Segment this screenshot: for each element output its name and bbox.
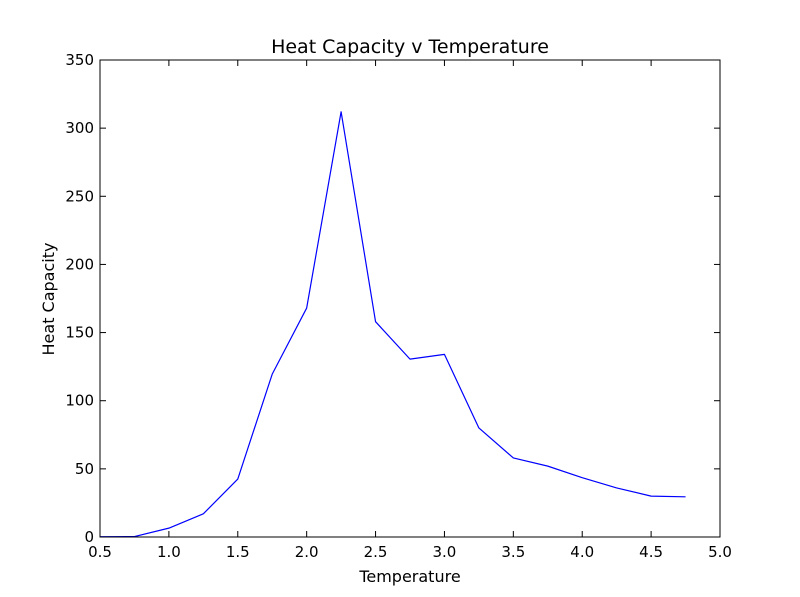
y-axis-title: Heat Capacity — [39, 243, 58, 356]
x-tick-label: 0.5 — [88, 543, 112, 561]
x-tick-label: 3.5 — [501, 543, 525, 561]
x-tick-label: 1.0 — [157, 543, 181, 561]
plot-area: 0.5 1.0 1.5 2.0 2.5 3.0 3.5 4.0 4.5 5.0 0 50 100 150 2… — [65, 51, 732, 561]
x-tick-label: 5.0 — [708, 543, 732, 561]
x-tick-label: 3.0 — [433, 543, 457, 561]
y-tick-label: 250 — [65, 187, 94, 205]
x-tick-label: 2.0 — [295, 543, 319, 561]
y-tick-label: 350 — [65, 51, 94, 69]
y-tick-label: 100 — [65, 392, 94, 410]
y-tick-label: 0 — [84, 528, 94, 546]
x-axis-title: Temperature — [358, 567, 460, 586]
x-tick-label: 1.5 — [226, 543, 250, 561]
y-tick-label: 300 — [65, 119, 94, 137]
y-tick-label: 50 — [75, 460, 94, 478]
plot-frame — [99, 59, 721, 538]
x-tick-label: 4.5 — [639, 543, 663, 561]
x-tick-label: 4.0 — [570, 543, 594, 561]
x-tick-label: 2.5 — [364, 543, 388, 561]
y-tick-label: 150 — [65, 324, 94, 342]
y-tick-label: 200 — [65, 255, 94, 273]
series-line-0 — [99, 111, 686, 538]
chart-title: Heat Capacity v Temperature — [271, 36, 549, 58]
